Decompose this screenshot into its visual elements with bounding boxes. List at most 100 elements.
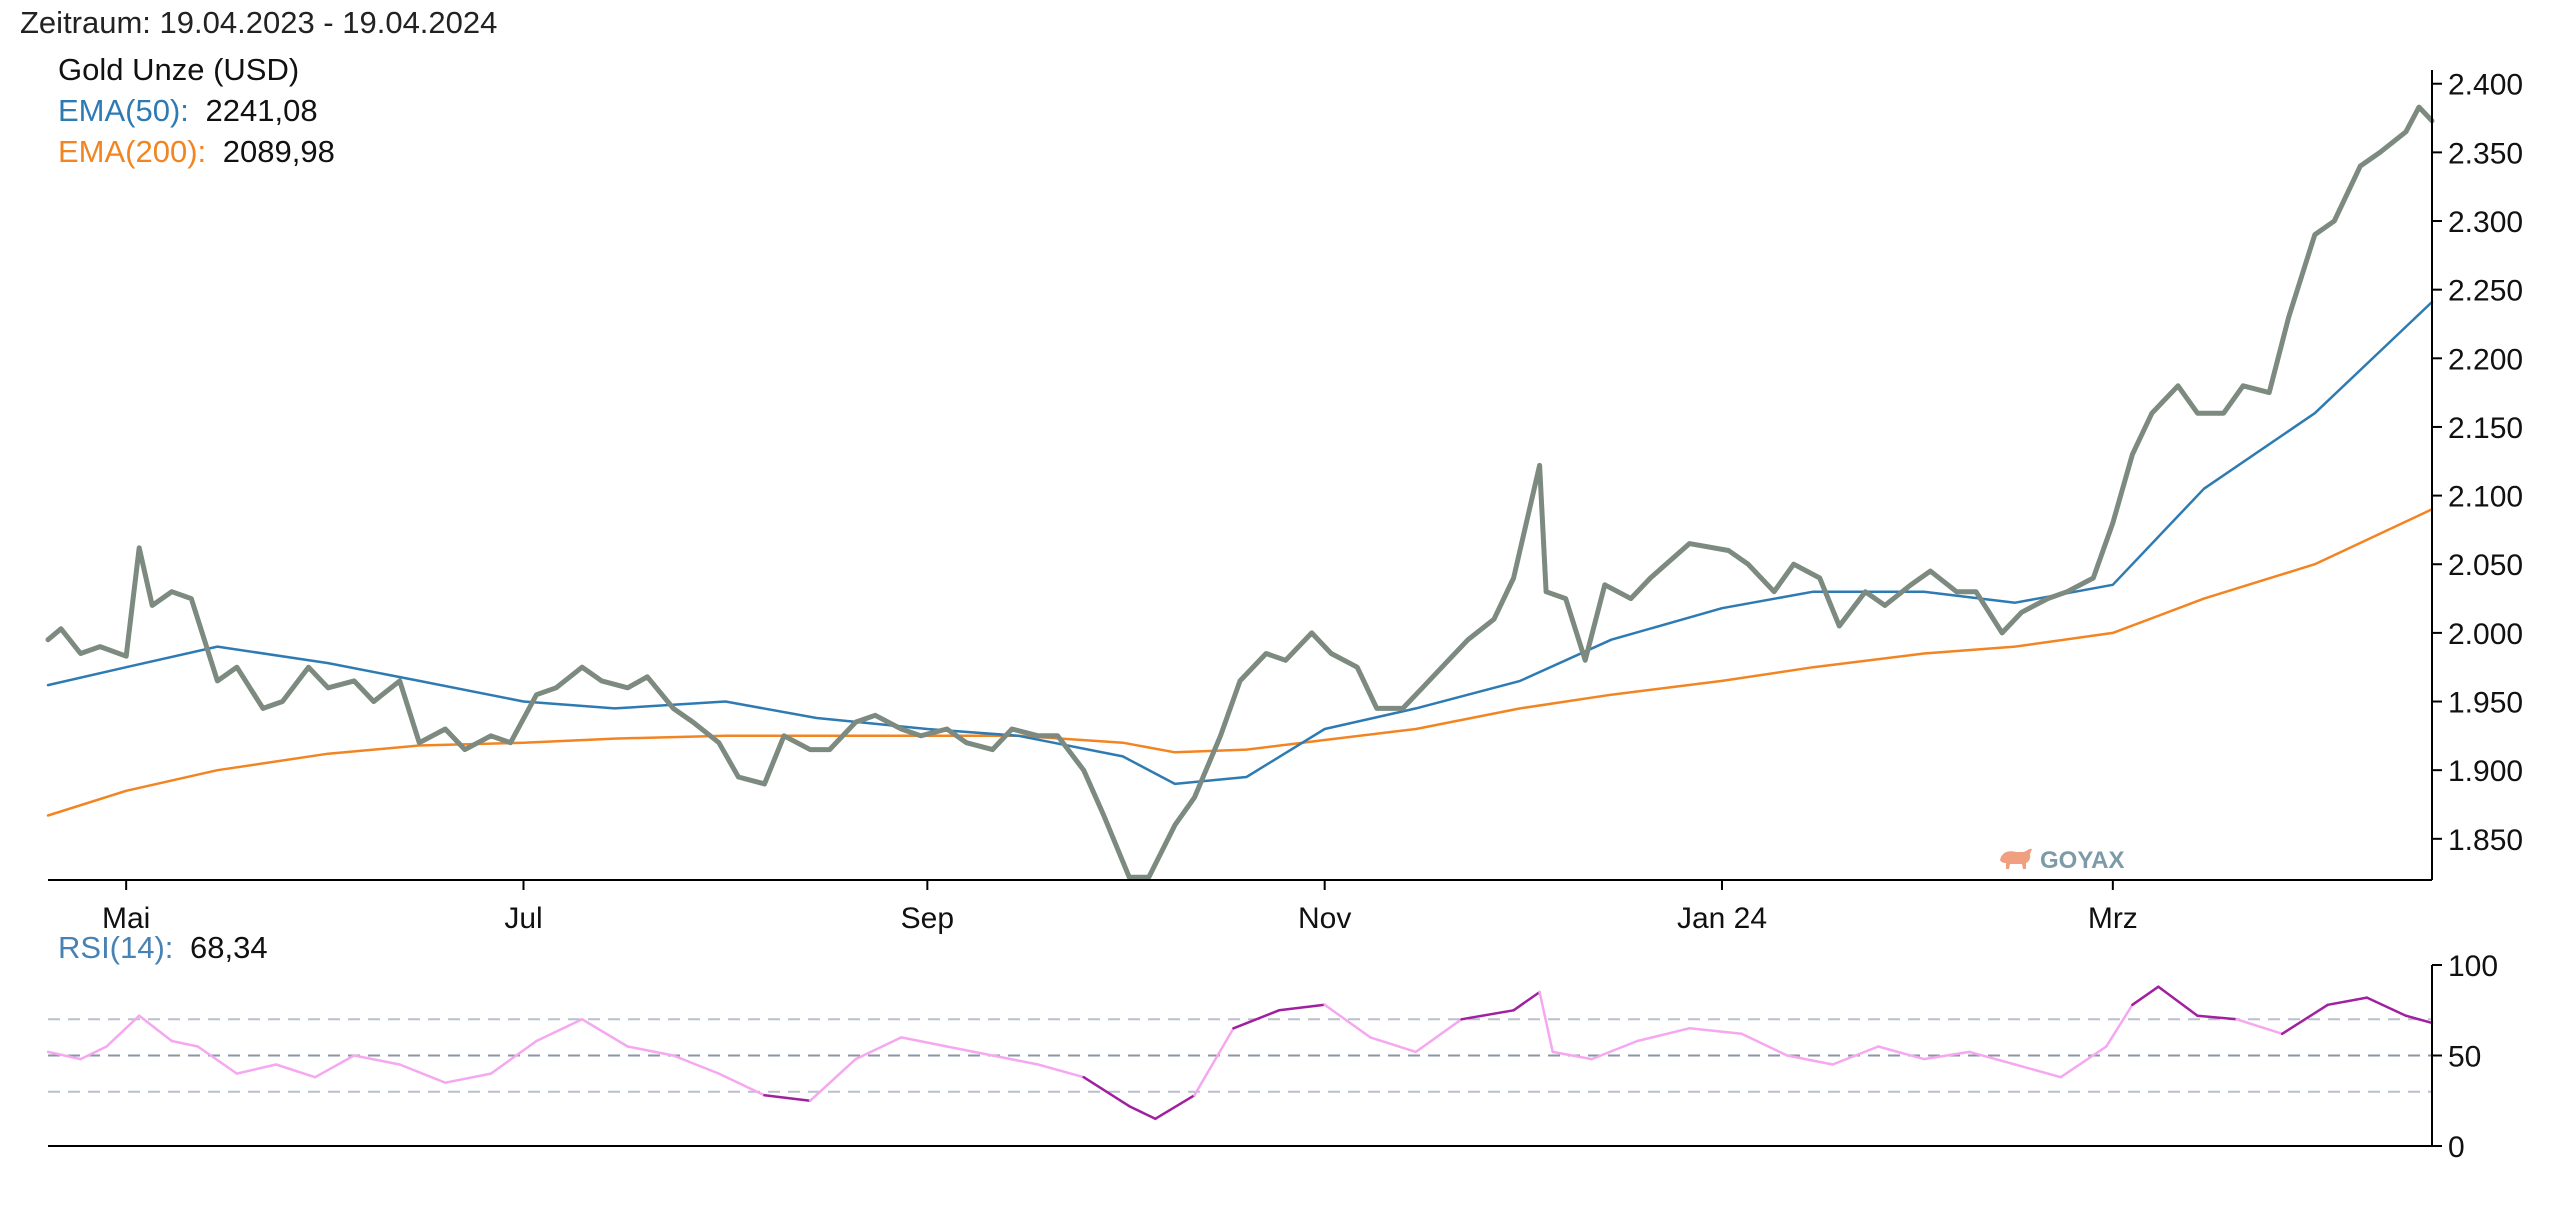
rsi-line-segment xyxy=(763,1094,812,1103)
y-tick-label: 1.850 xyxy=(2448,824,2523,857)
rsi-y-tick-label: 0 xyxy=(2448,1131,2465,1164)
rsi-line-segment xyxy=(1512,990,1541,1012)
rsi-line-segment xyxy=(1538,990,1554,1054)
rsi-line-segment xyxy=(1193,1027,1235,1097)
ema50-legend: EMA(50): 2241,08 xyxy=(58,93,318,128)
rsi-line-segment xyxy=(991,1054,1040,1066)
rsi-line-segment xyxy=(2157,985,2199,1017)
ema200-value: 2089,98 xyxy=(223,134,335,169)
rsi-line-segment xyxy=(1232,1009,1281,1030)
x-tick-label: Jul xyxy=(504,902,542,935)
rsi-line-segment xyxy=(137,1014,174,1043)
rsi-line-segment xyxy=(313,1054,356,1079)
rsi-line-segment xyxy=(2131,985,2160,1007)
rsi-line-segment xyxy=(854,1036,903,1061)
y-tick-label: 1.950 xyxy=(2448,687,2523,720)
rsi-line-segment xyxy=(2404,1014,2434,1025)
rsi-line-segment xyxy=(672,1054,721,1075)
rsi-line-segment xyxy=(1785,1054,1834,1066)
main-series xyxy=(45,104,2435,880)
x-tick-label: Jan 24 xyxy=(1677,902,1767,935)
rsi-line-segment xyxy=(1877,1045,1926,1061)
rsi-line-segment xyxy=(1922,1050,1971,1061)
y-tick-label: 2.200 xyxy=(2448,343,2523,376)
rsi-line-segment xyxy=(535,1018,584,1043)
y-tick-label: 2.000 xyxy=(2448,618,2523,651)
y-tick-label: 2.300 xyxy=(2448,206,2523,239)
x-tick-label: Sep xyxy=(901,902,954,935)
watermark-text: GOYAX xyxy=(2040,847,2124,874)
rsi-line-segment xyxy=(1082,1075,1131,1108)
rsi-line-segment xyxy=(1369,1036,1418,1054)
rsi-line-segment xyxy=(2326,996,2369,1007)
rsi-line-segment xyxy=(1831,1045,1880,1066)
goyax-watermark: GOYAX xyxy=(2000,847,2124,874)
rsi-line-segment xyxy=(444,1072,493,1084)
rsi-line-segment xyxy=(1460,1009,1515,1021)
rsi-line-segment xyxy=(398,1063,447,1084)
rsi-line-segment xyxy=(235,1063,278,1075)
rsi-y-tick-label: 50 xyxy=(2448,1041,2481,1074)
x-tick-label: Mrz xyxy=(2088,902,2138,935)
y-tick-label: 2.400 xyxy=(2448,69,2523,102)
rsi-line-segment xyxy=(274,1063,317,1079)
rsi-value: 68,34 xyxy=(190,930,268,965)
rsi-line-segment xyxy=(580,1018,629,1048)
rsi-line-segment xyxy=(2235,1018,2284,1036)
rsi-line-segment xyxy=(2196,1014,2238,1021)
rsi-line-segment xyxy=(2105,1003,2134,1048)
ema50-line xyxy=(46,300,2434,786)
rsi-label: RSI(14): xyxy=(58,930,173,965)
y-tick-label: 2.150 xyxy=(2448,412,2523,445)
rsi-line-segment xyxy=(2059,1045,2108,1079)
rsi-line-segment xyxy=(352,1054,401,1066)
rsi-line-segment xyxy=(2365,996,2408,1017)
rsi-line-segment xyxy=(170,1039,200,1048)
rsi-line-segment xyxy=(1414,1018,1463,1054)
rsi-line-segment xyxy=(1154,1094,1196,1121)
rsi-line-segment xyxy=(945,1045,994,1057)
rsi-line-segment xyxy=(1968,1050,2017,1066)
y-tick-label: 2.050 xyxy=(2448,549,2523,582)
main-axes: 1.850 1.900 1.950 2.000 2.050 2.100 2.150 2.200… xyxy=(48,69,2523,935)
y-tick-label: 1.900 xyxy=(2448,755,2523,788)
rsi-line-segment xyxy=(1740,1032,1789,1057)
rsi-line-segment xyxy=(2013,1063,2062,1079)
ema50-label: EMA(50): xyxy=(58,93,189,128)
rsi-line-segment xyxy=(79,1045,108,1061)
y-tick-label: 2.100 xyxy=(2448,481,2523,514)
rsi-line-segment xyxy=(1636,1027,1691,1043)
rsi-line-segment xyxy=(1590,1039,1639,1061)
rsi-line-segment xyxy=(105,1014,141,1048)
ema200-legend: EMA(200): 2089,98 xyxy=(58,134,335,169)
rsi-series xyxy=(46,985,2434,1121)
bull-icon xyxy=(2000,848,2032,869)
y-tick-label: 2.350 xyxy=(2448,137,2523,170)
rsi-line-segment xyxy=(46,1050,82,1061)
ema200-line xyxy=(46,508,2434,817)
rsi-line-segment xyxy=(1277,1003,1326,1012)
y-tick-label: 2.250 xyxy=(2448,275,2523,308)
rsi-line-segment xyxy=(489,1039,538,1075)
x-tick-label: Nov xyxy=(1298,902,1351,935)
rsi-line-segment xyxy=(1128,1104,1157,1121)
rsi-line-segment xyxy=(2280,1003,2330,1036)
rsi-grid xyxy=(48,1018,2432,1093)
rsi-line-segment xyxy=(1323,1003,1372,1039)
rsi-line-segment xyxy=(1036,1063,1085,1079)
rsi-legend: RSI(14): 68,34 xyxy=(58,930,268,965)
ema50-value: 2241,08 xyxy=(206,93,318,128)
x-tick-label: Mai xyxy=(102,902,150,935)
rsi-line-segment xyxy=(196,1045,239,1075)
rsi-line-segment xyxy=(808,1057,857,1103)
rsi-axes: 0 50 100 xyxy=(48,950,2498,1164)
rsi-line-segment xyxy=(900,1036,949,1048)
rsi-line-segment xyxy=(626,1045,675,1057)
price-line xyxy=(45,104,2435,880)
ema200-label: EMA(200): xyxy=(58,134,206,169)
period-label: Zeitraum: 19.04.2023 - 19.04.2024 xyxy=(20,5,497,40)
rsi-line-segment xyxy=(1688,1027,1743,1036)
instrument-label: Gold Unze (USD) xyxy=(58,52,299,87)
